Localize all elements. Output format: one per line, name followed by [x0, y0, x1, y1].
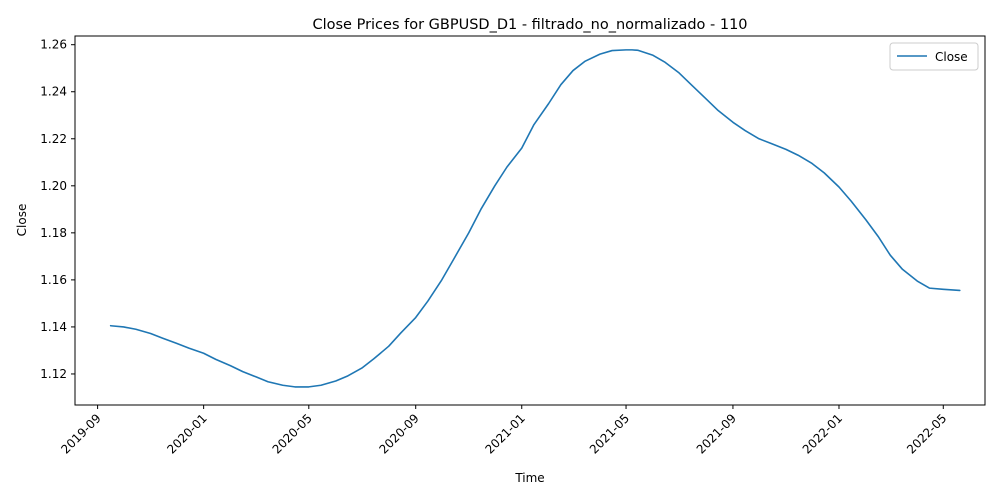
y-axis-title: Close: [15, 204, 29, 237]
x-axis-title: Time: [514, 471, 544, 485]
y-tick-label: 1.26: [40, 38, 67, 52]
y-tick-label: 1.12: [40, 367, 67, 381]
legend: Close: [889, 42, 979, 71]
plot-frame: [74, 35, 986, 406]
legend-series-label: Close: [935, 50, 968, 64]
y-tick-label: 1.24: [40, 85, 67, 99]
legend-box: [889, 42, 979, 71]
y-tick-label: 1.14: [40, 320, 67, 334]
series-layer: [109, 49, 961, 388]
y-tick-label: 1.18: [40, 226, 67, 240]
series-line-close: [109, 49, 961, 388]
y-tick-label: 1.22: [40, 132, 67, 146]
y-tick-label: 1.16: [40, 273, 67, 287]
y-tick-label: 1.20: [40, 179, 67, 193]
y-axis: 1.12 1.14 1.16 1.18 1.20 1.22 1.24 1.26: [40, 38, 75, 381]
chart-title: Close Prices for GBPUSD_D1 - filtrado_no…: [312, 17, 747, 33]
